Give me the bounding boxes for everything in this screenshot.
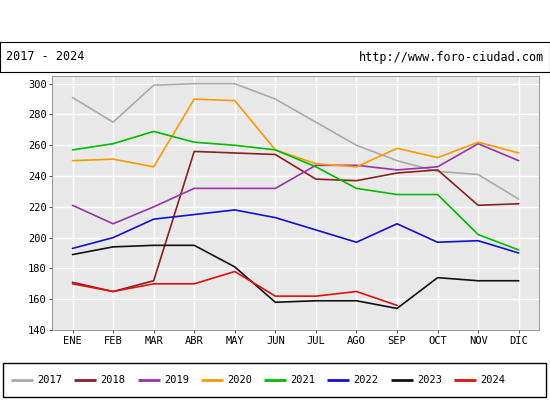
Text: 2020: 2020: [227, 375, 252, 385]
Text: 2022: 2022: [354, 375, 378, 385]
Text: 2018: 2018: [101, 375, 125, 385]
Text: 2021: 2021: [290, 375, 315, 385]
Text: 2017 - 2024: 2017 - 2024: [6, 50, 84, 64]
Text: 2019: 2019: [164, 375, 189, 385]
Text: http://www.foro-ciudad.com: http://www.foro-ciudad.com: [359, 50, 544, 64]
Text: 2024: 2024: [480, 375, 505, 385]
Text: 2017: 2017: [37, 375, 62, 385]
Text: 2023: 2023: [417, 375, 442, 385]
Text: Evolucion del paro registrado en Gálvez: Evolucion del paro registrado en Gálvez: [122, 13, 428, 29]
